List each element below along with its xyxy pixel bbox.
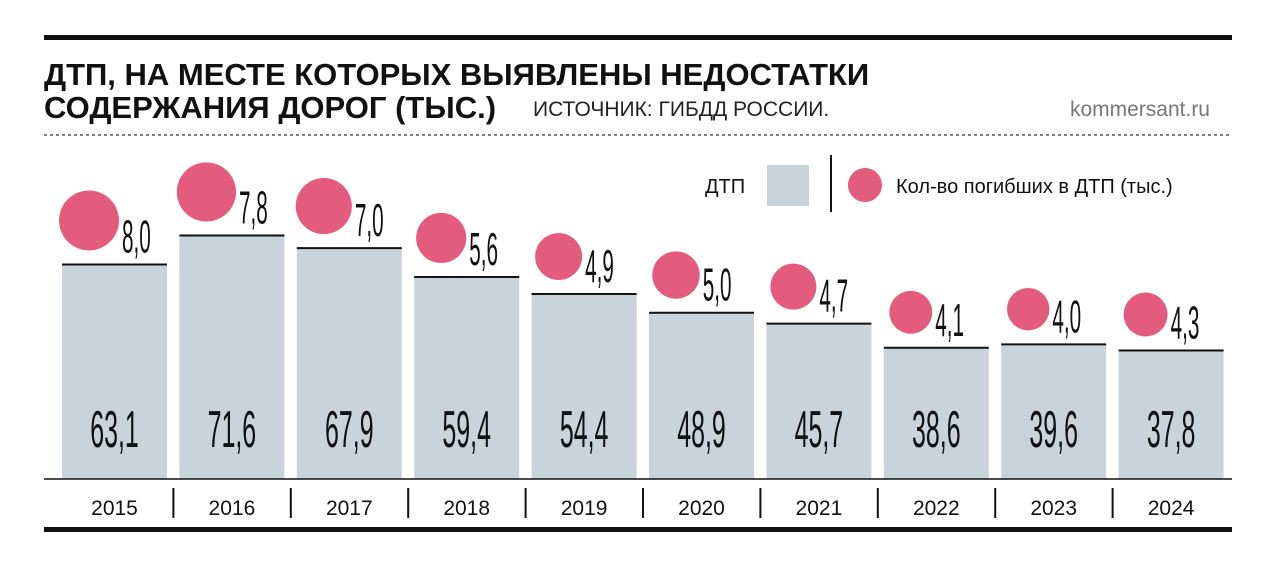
death-value-label-2015: 8,0	[122, 211, 151, 263]
bar-2023	[1001, 344, 1107, 479]
bar-value-label-2017: 67,9	[325, 400, 374, 459]
death-circle-2019	[535, 233, 583, 281]
source-note: ИСТОЧНИК: ГИБДД РОССИИ.	[533, 98, 829, 121]
bar-2015	[62, 264, 167, 479]
year-label-2022: 2022	[913, 497, 960, 520]
bar-value-label-2020: 48,9	[677, 400, 726, 459]
bar-2016	[179, 235, 285, 479]
year-label-2023: 2023	[1030, 497, 1077, 520]
year-label-2015: 2015	[91, 497, 138, 520]
death-circle-2017	[295, 178, 352, 235]
death-circle-2024	[1123, 292, 1168, 337]
death-value-label-2019: 4,9	[585, 241, 614, 293]
chart-title-line2: СОДЕРЖАНИЯ ДОРОГ (ТЫС.)	[44, 90, 496, 125]
death-circle-2020	[652, 251, 700, 299]
death-circle-2023	[1006, 287, 1050, 331]
death-value-label-2023: 4,0	[1052, 291, 1081, 343]
bar-value-label-2015: 63,1	[90, 400, 139, 459]
death-circle-2016	[176, 162, 237, 222]
legend-swatch-deaths	[848, 168, 882, 202]
chart-title-line1: ДТП, НА МЕСТЕ КОТОРЫХ ВЫЯВЛЕНЫ НЕДОСТАТК…	[44, 57, 869, 92]
year-label-2019: 2019	[561, 497, 608, 520]
bar-2024	[1118, 350, 1224, 479]
death-value-label-2024: 4,3	[1171, 297, 1200, 349]
death-circle-2015	[59, 190, 119, 251]
death-value-label-2021: 4,7	[819, 270, 848, 322]
bar-value-label-2018: 59,4	[442, 400, 491, 459]
year-label-2024: 2024	[1148, 497, 1195, 520]
death-value-label-2022: 4,1	[935, 294, 964, 346]
bar-2020	[649, 312, 754, 479]
year-label-2017: 2017	[326, 497, 373, 520]
death-value-label-2017: 7,0	[355, 195, 384, 247]
legend-swatch-dtp	[767, 165, 809, 206]
legend-label-dtp: ДТП	[705, 176, 745, 198]
death-value-label-2016: 7,8	[239, 182, 268, 234]
bar-value-label-2016: 71,6	[208, 400, 257, 459]
death-circle-2021	[770, 263, 817, 310]
top-rule	[44, 35, 1232, 40]
legend-label-deaths: Кол-во погибших в ДТП (тыс.)	[896, 176, 1173, 198]
legend: ДТП Кол-во погибших в ДТП (тыс.)	[705, 155, 1173, 212]
death-value-label-2018: 5,6	[469, 224, 498, 276]
site-credit: kommersant.ru	[1070, 98, 1210, 121]
death-circle-2022	[889, 290, 933, 334]
bar-2017	[296, 248, 402, 479]
bar-value-label-2023: 39,6	[1029, 400, 1078, 459]
death-value-label-2020: 5,0	[703, 259, 732, 311]
bar-2019	[531, 294, 637, 479]
bar-value-label-2021: 45,7	[795, 400, 844, 459]
bottom-rule	[44, 527, 1232, 532]
bar-2021	[766, 323, 872, 479]
death-circle-2018	[416, 212, 467, 264]
year-label-2018: 2018	[443, 497, 490, 520]
year-label-2020: 2020	[678, 497, 725, 520]
year-label-2016: 2016	[209, 497, 256, 520]
bar-2018	[414, 277, 520, 479]
bar-2022	[883, 347, 989, 479]
bar-value-label-2019: 54,4	[560, 400, 609, 459]
year-label-2021: 2021	[796, 497, 843, 520]
bar-value-label-2022: 38,6	[912, 400, 961, 459]
bar-value-label-2024: 37,8	[1147, 400, 1196, 459]
